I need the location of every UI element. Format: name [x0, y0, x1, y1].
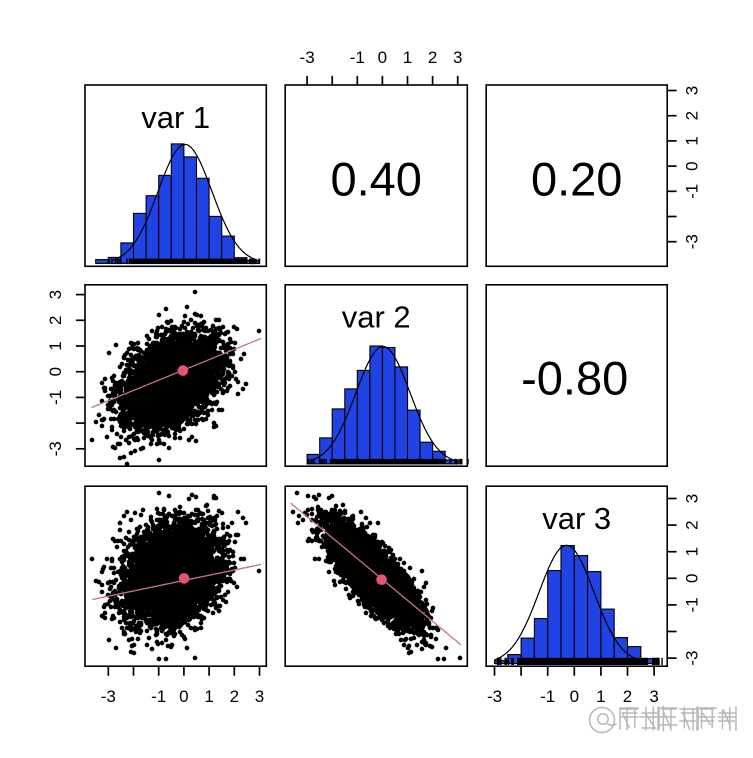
svg-text:1: 1 [596, 687, 605, 706]
svg-text:3: 3 [46, 290, 65, 299]
svg-text:0: 0 [570, 687, 579, 706]
svg-text:-0.80: -0.80 [521, 352, 628, 405]
svg-text:-3: -3 [101, 687, 116, 706]
svg-text:var 3: var 3 [542, 501, 611, 536]
svg-text:0: 0 [179, 687, 188, 706]
svg-text:3: 3 [683, 494, 702, 503]
svg-text:1: 1 [683, 547, 702, 556]
svg-text:-1: -1 [683, 597, 702, 612]
svg-text:0: 0 [683, 161, 702, 170]
svg-text:3: 3 [649, 687, 658, 706]
svg-text:-3: -3 [487, 687, 502, 706]
svg-text:1: 1 [204, 687, 213, 706]
svg-text:2: 2 [428, 48, 437, 67]
svg-text:-3: -3 [683, 651, 702, 666]
svg-text:2: 2 [683, 111, 702, 120]
svg-text:-1: -1 [46, 390, 65, 405]
svg-text:1: 1 [46, 341, 65, 350]
svg-text:var 1: var 1 [141, 100, 210, 135]
svg-text:2: 2 [683, 520, 702, 529]
svg-text:var 2: var 2 [342, 300, 411, 335]
svg-text:-1: -1 [540, 687, 555, 706]
svg-text:3: 3 [683, 86, 702, 95]
svg-text:-3: -3 [46, 441, 65, 456]
svg-text:-1: -1 [350, 48, 365, 67]
svg-text:-1: -1 [683, 184, 702, 199]
svg-text:0: 0 [46, 367, 65, 376]
svg-text:0.40: 0.40 [330, 152, 421, 205]
svg-text:3: 3 [255, 687, 264, 706]
svg-text:-1: -1 [151, 687, 166, 706]
svg-text:0: 0 [378, 48, 387, 67]
svg-text:1: 1 [683, 136, 702, 145]
svg-text:2: 2 [230, 687, 239, 706]
svg-text:3: 3 [453, 48, 462, 67]
svg-text:-3: -3 [683, 234, 702, 249]
svg-text:1: 1 [403, 48, 412, 67]
svg-text:2: 2 [46, 316, 65, 325]
svg-text:0.20: 0.20 [531, 152, 622, 205]
svg-text:-3: -3 [300, 48, 315, 67]
svg-text:0: 0 [683, 574, 702, 583]
svg-text:2: 2 [623, 687, 632, 706]
